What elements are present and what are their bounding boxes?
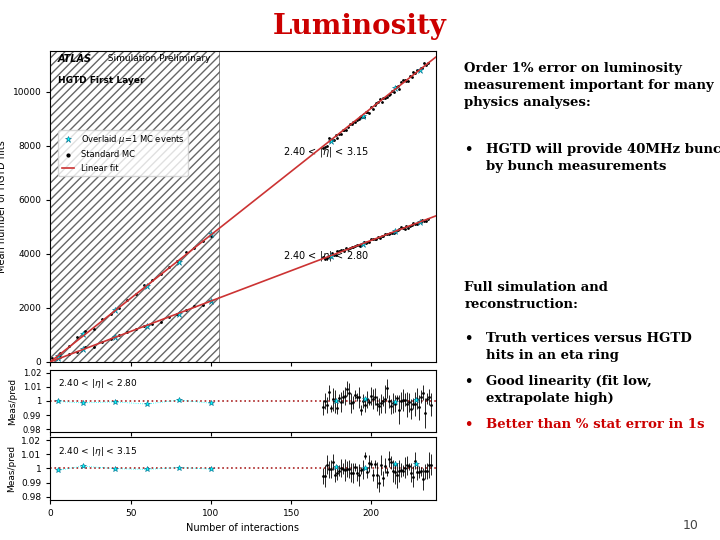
- Text: •: •: [464, 332, 473, 345]
- Text: 2.40 < |$\eta$| < 2.80: 2.40 < |$\eta$| < 2.80: [283, 249, 369, 262]
- Text: HGTD First Layer: HGTD First Layer: [58, 76, 145, 85]
- Text: •: •: [464, 143, 473, 156]
- X-axis label: Number of interactions: Number of interactions: [186, 523, 300, 533]
- Text: Better than % stat error in 1s: Better than % stat error in 1s: [486, 418, 704, 431]
- Text: 2.40 < |$\eta$| < 3.15: 2.40 < |$\eta$| < 3.15: [283, 145, 369, 159]
- Text: 2.40 < |$\eta$| < 2.80: 2.40 < |$\eta$| < 2.80: [58, 377, 138, 390]
- Y-axis label: Mean number of HGTD hits: Mean number of HGTD hits: [0, 140, 7, 273]
- Text: 2.40 < |$\eta$| < 3.15: 2.40 < |$\eta$| < 3.15: [58, 445, 138, 458]
- Y-axis label: Meas/pred: Meas/pred: [9, 377, 17, 424]
- Y-axis label: Meas/pred: Meas/pred: [6, 445, 16, 492]
- Text: ATLAS: ATLAS: [58, 55, 92, 64]
- Legend: Overlaid $\mu$=1 MC events, Standard MC, Linear fit: Overlaid $\mu$=1 MC events, Standard MC,…: [58, 130, 188, 176]
- Text: Luminosity: Luminosity: [273, 14, 447, 40]
- Text: 10: 10: [683, 519, 698, 532]
- Text: Full simulation and
reconstruction:: Full simulation and reconstruction:: [464, 281, 608, 311]
- Text: •: •: [464, 375, 473, 388]
- Bar: [50, 30, 219, 367]
- Text: HGTD will provide 40MHz bunch
by bunch measurements: HGTD will provide 40MHz bunch by bunch m…: [486, 143, 720, 173]
- Text: Simulation Preliminary: Simulation Preliminary: [102, 55, 211, 63]
- Text: Good linearity (fit low,
extrapolate high): Good linearity (fit low, extrapolate hig…: [486, 375, 652, 406]
- Text: Truth vertices versus HGTD
hits in an eta ring: Truth vertices versus HGTD hits in an et…: [486, 332, 692, 362]
- Text: Order 1% error on luminosity
measurement important for many
physics analyses:: Order 1% error on luminosity measurement…: [464, 62, 714, 109]
- Text: •: •: [464, 418, 473, 431]
